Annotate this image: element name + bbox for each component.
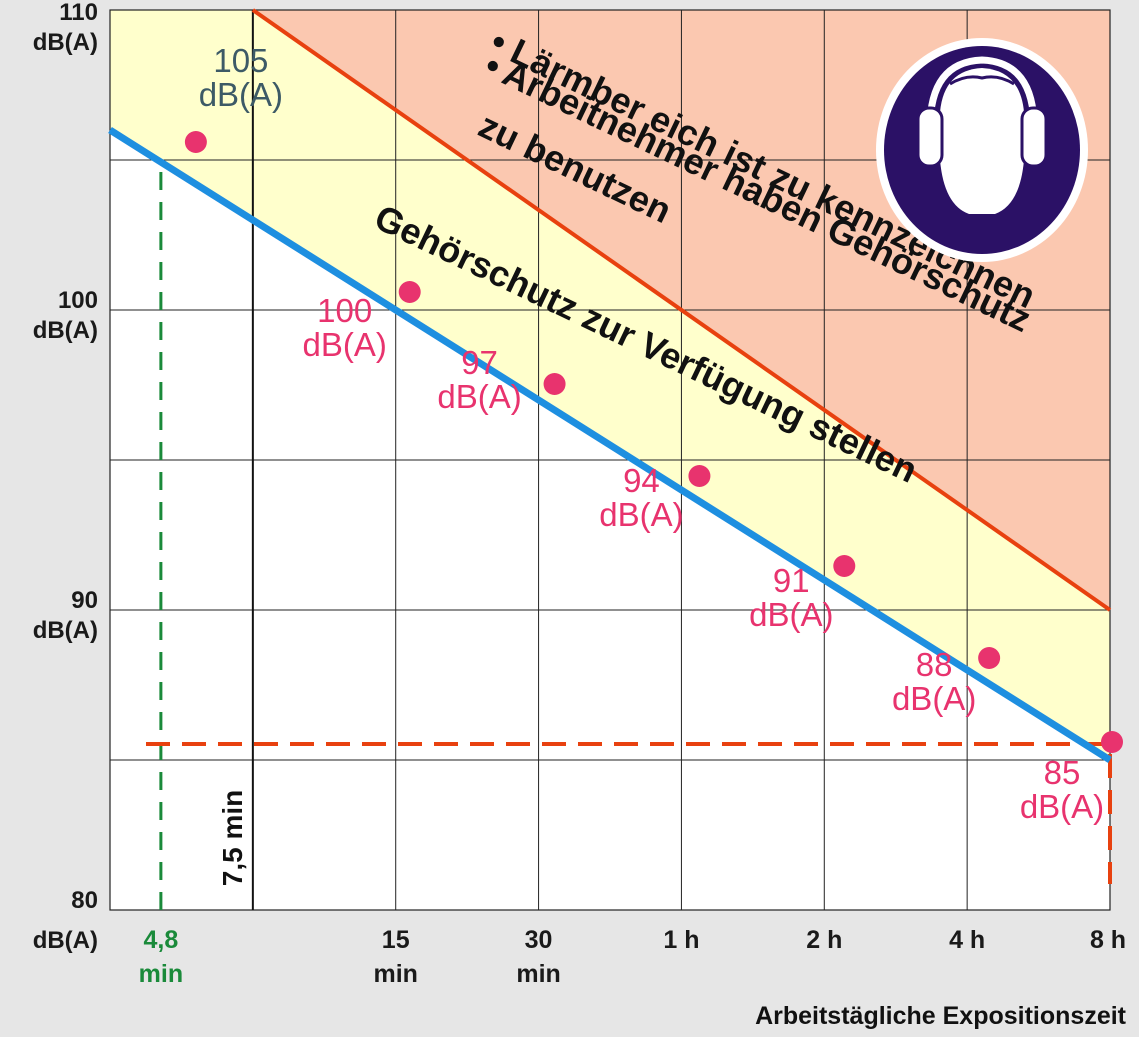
y-tick-unit: dB(A) (33, 317, 98, 344)
x-tick-value: 30 (525, 926, 553, 954)
upper-action-value-line (251, 8, 1112, 612)
data-point-labels: 105 dB(A)100 dB(A) 97 dB(A)94 dB(A)91 dB(A)88 d… (199, 42, 1104, 825)
data-points (184, 131, 1123, 753)
lower-action-value-line (108, 127, 1112, 763)
data-point (833, 555, 856, 577)
data-label-value: 85 (1044, 754, 1081, 791)
data-label: 105 dB(A) (199, 42, 283, 113)
data-label-unit: dB(A) (303, 326, 387, 363)
data-label-unit: dB(A) (199, 76, 283, 113)
data-point (688, 465, 711, 487)
x-tick-value: 4,8 (143, 926, 178, 954)
data-label-value: 88 (916, 646, 953, 683)
x-tick-value: 8 h (1090, 926, 1126, 954)
sign-head (940, 68, 1024, 214)
y-tick-value: 110 (59, 0, 98, 26)
data-label-value: 105 (213, 42, 268, 79)
sign-hair (949, 75, 1015, 86)
plot-frame (109, 9, 1111, 911)
y-tick-value: 90 (71, 587, 98, 614)
x-tick-unit: min (516, 960, 560, 988)
data-label-unit: dB(A) (1020, 788, 1104, 825)
data-label-value: 97 (461, 344, 498, 381)
y-tick-unit: dB(A) (33, 29, 98, 56)
data-label: 94 dB(A) (599, 462, 683, 533)
data-label-unit: dB(A) (749, 596, 833, 633)
data-label-unit: dB(A) (892, 680, 976, 717)
y-tick-unit: dB(A) (33, 927, 98, 954)
data-label-unit: dB(A) (599, 496, 683, 533)
x-tick-value: 4 h (949, 926, 985, 954)
data-label-value: 94 (623, 462, 660, 499)
sign-earcup-left (916, 106, 944, 168)
y-tick-value: 100 (58, 287, 98, 314)
data-label-value: 100 (317, 292, 372, 329)
x-axis-title: Arbeitstägliche Expositionszeit (755, 1002, 1127, 1030)
data-label: 85 dB(A) (1020, 754, 1104, 825)
sign-headband (926, 56, 1038, 129)
data-label: 97 dB(A) (437, 344, 521, 415)
data-point (398, 281, 421, 303)
data-point (543, 373, 566, 395)
data-label: 88 dB(A) (892, 646, 976, 717)
x-tick-value: 15 (382, 926, 410, 954)
data-label-value: 91 (773, 562, 810, 599)
sign-earcup-right (1020, 106, 1048, 168)
data-point (978, 647, 1001, 669)
y-tick-unit: dB(A) (33, 617, 98, 644)
data-point (184, 131, 207, 153)
data-label: 100 dB(A) (303, 292, 387, 363)
hearing-protection-icon (876, 38, 1088, 262)
x-tick-value: 2 h (806, 926, 842, 954)
y-axis-ticks: 110 dB(A) 100 dB(A) 90 dB(A) 80 dB(A) (33, 0, 98, 954)
x-tick-value: 1 h (663, 926, 699, 954)
marker-7-5-min-label: 7,5 min (217, 790, 248, 886)
data-label: 91 dB(A) (749, 562, 833, 633)
data-label-unit: dB(A) (437, 378, 521, 415)
x-tick-unit: min (373, 960, 417, 988)
data-point (1101, 731, 1123, 753)
x-tick-unit: min (139, 960, 183, 988)
y-tick-value: 80 (71, 887, 98, 914)
x-axis-ticks: 4,8 min 15 min 30 min 1 h 2 h 4 h 8 h (139, 926, 1126, 988)
